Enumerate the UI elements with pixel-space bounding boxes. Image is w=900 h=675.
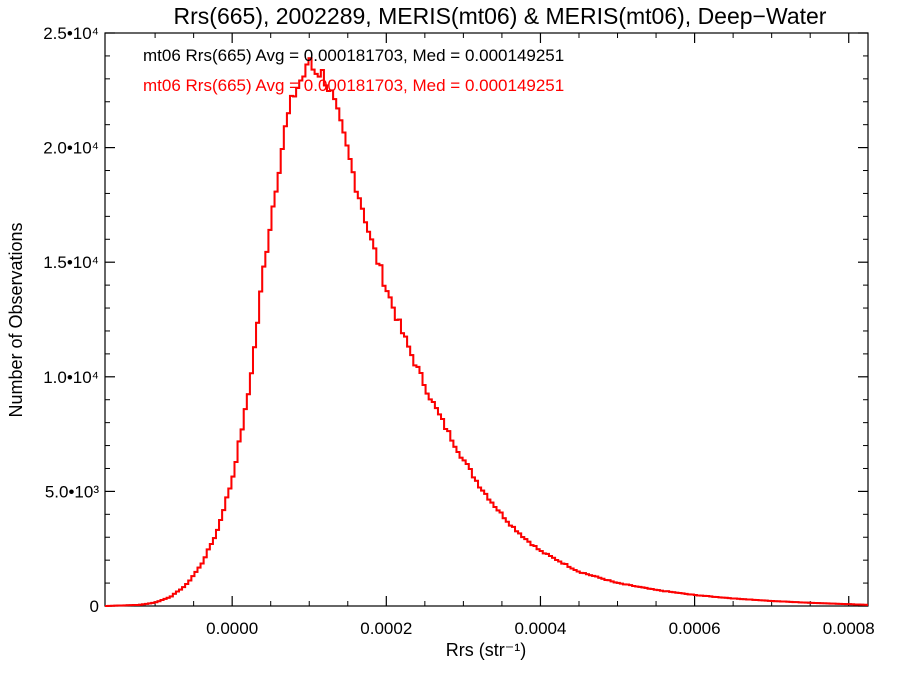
x-tick-label: 0.0002 xyxy=(360,619,412,638)
histogram-series-red xyxy=(105,57,868,607)
x-tick-label: 0.0000 xyxy=(206,619,258,638)
x-tick-label: 0.0006 xyxy=(669,619,721,638)
x-axis-label: Rrs (str⁻¹) xyxy=(446,640,526,660)
stat-label-red: mt06 Rrs(665) Avg = 0.000181703, Med = 0… xyxy=(143,76,564,95)
stat-label-black: mt06 Rrs(665) Avg = 0.000181703, Med = 0… xyxy=(143,46,564,65)
y-tick-label: 1.5•10⁴ xyxy=(43,253,99,272)
y-axis: 0 5.0•10³ 1.0•10⁴ 1.5•10⁴ 2.0•10⁴ 2.5•10⁴ xyxy=(43,24,868,616)
y-tick-label: 2.0•10⁴ xyxy=(43,139,99,158)
y-tick-label: 1.0•10⁴ xyxy=(43,368,99,387)
y-tick-label: 2.5•10⁴ xyxy=(43,24,99,43)
y-tick-label: 0 xyxy=(90,597,99,616)
y-tick-label: 5.0•10³ xyxy=(45,482,99,501)
x-axis: 0.0000 0.0002 0.0004 0.0006 0.0008 xyxy=(154,33,875,638)
plot-frame xyxy=(104,32,869,607)
y-axis-label: Number of Observations xyxy=(6,222,26,417)
x-tick-label: 0.0004 xyxy=(514,619,566,638)
x-tick-label: 0.0008 xyxy=(823,619,875,638)
chart-title: Rrs(665), 2002289, MERIS(mt06) & MERIS(m… xyxy=(174,3,827,29)
